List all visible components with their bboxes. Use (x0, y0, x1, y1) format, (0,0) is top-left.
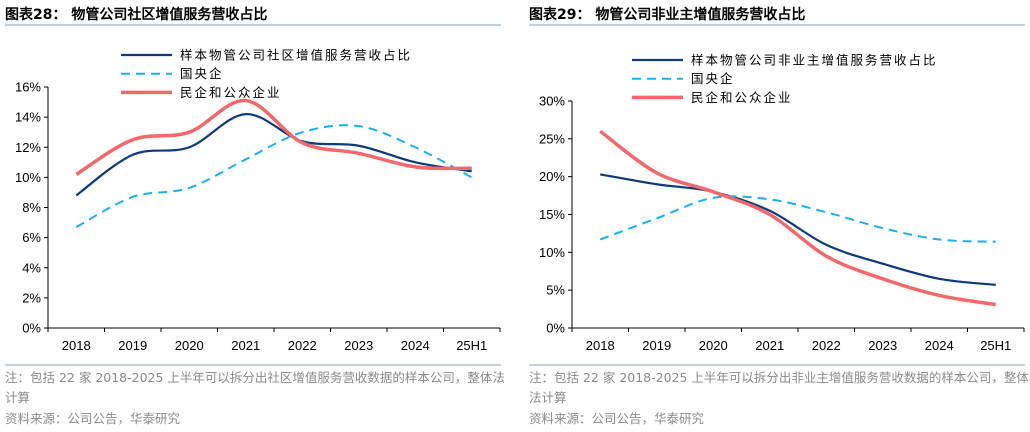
x-tick-label: 2023 (344, 338, 373, 353)
x-tick-label: 2020 (175, 338, 204, 353)
legend-label: 国央企 (691, 71, 735, 86)
y-tick-label: 2% (22, 290, 41, 305)
series-line (599, 195, 996, 243)
series-line (75, 113, 472, 197)
legend-label: 国央企 (180, 66, 224, 81)
chart-title: 图表29： 物管公司非业主增值服务营收占比 (529, 7, 806, 23)
line-chart: 0% 2% 4% 6% 8% 10% 12% 14% 16% 2018 2019 2020 2021 20… (15, 48, 501, 353)
series-line (75, 124, 473, 228)
chart-note: 注：包括 22 家 2018-2025 上半年可以拆分出社区增值服务营收数据的样… (5, 370, 505, 405)
divider (529, 24, 1025, 26)
y-tick-label: 20% (539, 169, 565, 184)
chart-panel-29: 图表29： 物管公司非业主增值服务营收占比 0% 5% 10% 15% 20% 25% 30… (529, 0, 1029, 432)
chart-source: 资料来源：公司公告，华泰研究 (5, 411, 181, 426)
x-tick-label: 2021 (755, 338, 784, 353)
chart-source: 资料来源：公司公告，华泰研究 (529, 411, 705, 426)
y-tick-label: 6% (22, 230, 41, 245)
y-tick-label: 14% (15, 110, 41, 125)
legend-label: 样本物管公司非业主增值服务营收占比 (691, 53, 938, 68)
divider (529, 364, 1025, 366)
y-tick-label: 0% (22, 321, 41, 336)
y-tick-label: 15% (539, 207, 565, 222)
x-tick-label: 2023 (868, 338, 897, 353)
x-tick-label: 2018 (586, 338, 615, 353)
series-line (75, 98, 472, 176)
legend-label: 民企和公众企业 (180, 85, 282, 100)
y-tick-label: 30% (539, 94, 565, 109)
y-tick-label: 8% (22, 200, 41, 215)
chart-panel-28: 图表28： 物管公司社区增值服务营收占比 0% 2% 4% 6% 8% 10% 12% 14%… (5, 0, 505, 432)
divider (5, 24, 501, 26)
series-line (600, 173, 996, 286)
x-tick-label: 2024 (925, 338, 954, 353)
x-tick-label: 2020 (699, 338, 728, 353)
y-tick-label: 0% (546, 321, 565, 336)
y-tick-label: 10% (539, 245, 565, 260)
y-tick-label: 25% (539, 131, 565, 146)
x-tick-label: 2018 (62, 338, 91, 353)
line-chart: 0% 5% 10% 15% 20% 25% 30% 2018 2019 2020 2021 2022 2… (539, 53, 1025, 353)
x-tick-label: 2022 (812, 338, 841, 353)
series-line (599, 129, 997, 307)
divider (5, 364, 501, 366)
x-tick-label: 2019 (642, 338, 671, 353)
y-tick-label: 4% (22, 260, 41, 275)
x-tick-label: 2022 (288, 338, 317, 353)
y-tick-label: 10% (15, 170, 41, 185)
x-tick-label: 25H1 (456, 338, 487, 353)
y-tick-label: 12% (15, 140, 41, 155)
legend-label: 样本物管公司社区增值服务营收占比 (180, 48, 412, 63)
x-tick-label: 25H1 (980, 338, 1011, 353)
y-tick-label: 16% (15, 80, 41, 95)
legend-label: 民企和公众企业 (691, 90, 793, 105)
x-tick-label: 2024 (401, 338, 430, 353)
x-tick-label: 2021 (231, 338, 260, 353)
chart-note: 注：包括 22 家 2018-2025 上半年可以拆分出非业主增值服务营收数据的… (529, 370, 1029, 405)
chart-title: 图表28： 物管公司社区增值服务营收占比 (5, 7, 268, 23)
y-tick-label: 5% (546, 283, 565, 298)
x-tick-label: 2019 (118, 338, 147, 353)
